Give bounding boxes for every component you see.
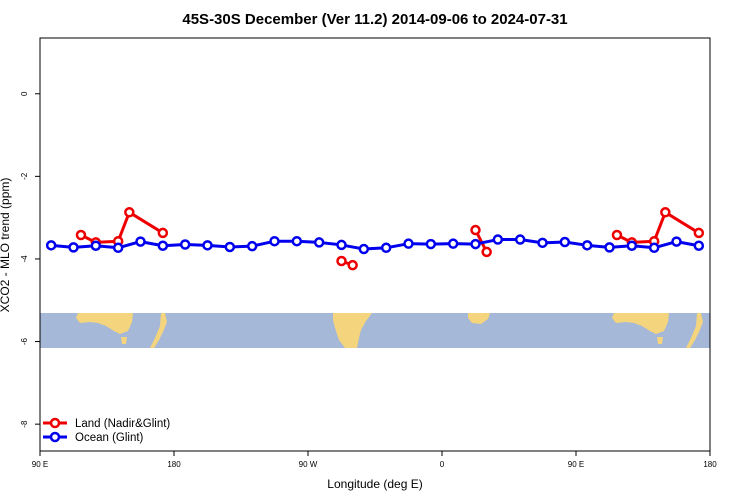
x-tick-label: 0: [440, 460, 445, 469]
ocean-data-point: [425, 238, 437, 250]
map-land-australia: [76, 313, 133, 334]
map-land-southern-africa: [468, 313, 490, 324]
ocean-data-point: [671, 236, 682, 247]
land-data-point: [470, 224, 481, 236]
x-tick-label: 90 E: [568, 460, 584, 469]
ocean-data-point: [626, 240, 638, 251]
map-land-tasmania: [121, 337, 127, 344]
ocean-data-point: [403, 238, 414, 249]
map-strip-ocean: [40, 313, 710, 348]
ocean-data-point: [559, 236, 571, 248]
map-strip: [40, 313, 710, 348]
ocean-data-point: [135, 236, 146, 247]
land-data-point: [124, 207, 135, 218]
ocean-data-point: [224, 241, 236, 253]
ocean-data-point: [90, 240, 102, 251]
ocean-data-point: [45, 240, 57, 251]
land-data-point: [157, 227, 169, 239]
x-tick-label: 180: [703, 460, 717, 469]
y-tick-label: -6: [20, 337, 29, 345]
map-land-new-zealand: [150, 313, 167, 348]
y-tick-label: -2: [20, 172, 29, 180]
ocean-data-point: [537, 237, 548, 249]
legend-land-marker: [49, 417, 61, 429]
ocean-data-point: [179, 239, 191, 250]
ocean-data-point: [648, 242, 660, 254]
map-land-new-zealand-repeat: [686, 313, 703, 348]
legend-ocean-marker: [49, 431, 61, 443]
legend-land-label: Land (Nadir&Glint): [75, 418, 170, 430]
ocean-data-point: [313, 237, 325, 248]
land-data-point: [336, 255, 347, 267]
ocean-data-point: [358, 243, 370, 255]
ocean-data-point: [269, 235, 280, 247]
legend-ocean-label: Ocean (Glint): [75, 432, 144, 444]
ocean-data-point: [514, 234, 526, 245]
ocean-data-point: [492, 234, 504, 245]
x-tick-label: 90 E: [32, 460, 48, 469]
ocean-data-point: [447, 238, 459, 249]
legend: Land (Nadir&Glint) Ocean (Glint): [43, 417, 170, 444]
land-data-point: [347, 259, 358, 271]
x-tick-label: 180: [167, 460, 181, 469]
y-tick-label: -8: [20, 420, 29, 428]
ocean-data-point: [380, 242, 392, 254]
ocean-data-point: [604, 242, 615, 253]
ocean-data-point: [470, 238, 481, 250]
land-data-point: [481, 246, 492, 258]
ocean-data-point: [202, 240, 213, 251]
y-tick-label: -4: [20, 255, 29, 263]
land-data-point: [75, 229, 87, 241]
plot-frame: [39, 37, 711, 452]
ocean-data-point: [291, 235, 303, 247]
ocean-data-point: [68, 242, 79, 253]
x-tick-label: 90 W: [299, 460, 318, 469]
ocean-data-point: [693, 240, 705, 251]
land-data-point: [611, 229, 623, 241]
ocean-series-line: [51, 238, 700, 251]
y-axis-label: XCO2 - MLO trend (ppm): [0, 178, 12, 313]
ocean-data-point: [112, 242, 124, 254]
chart-title: 45S-30S December (Ver 11.2) 2014-09-06 t…: [182, 11, 567, 28]
map-land-tasmania-repeat: [657, 337, 663, 344]
map-land-south-america: [333, 313, 372, 348]
ocean-data-point: [336, 239, 347, 251]
map-land-australia-repeat: [612, 313, 669, 334]
ocean-data-point: [157, 240, 169, 251]
ocean-data-point: [246, 240, 258, 252]
x-axis-label: Longitude (deg E): [327, 477, 422, 491]
land-data-point: [660, 207, 671, 218]
y-tick-label: 0: [20, 91, 29, 96]
land-data-point: [693, 227, 705, 239]
ocean-data-point: [581, 240, 593, 251]
